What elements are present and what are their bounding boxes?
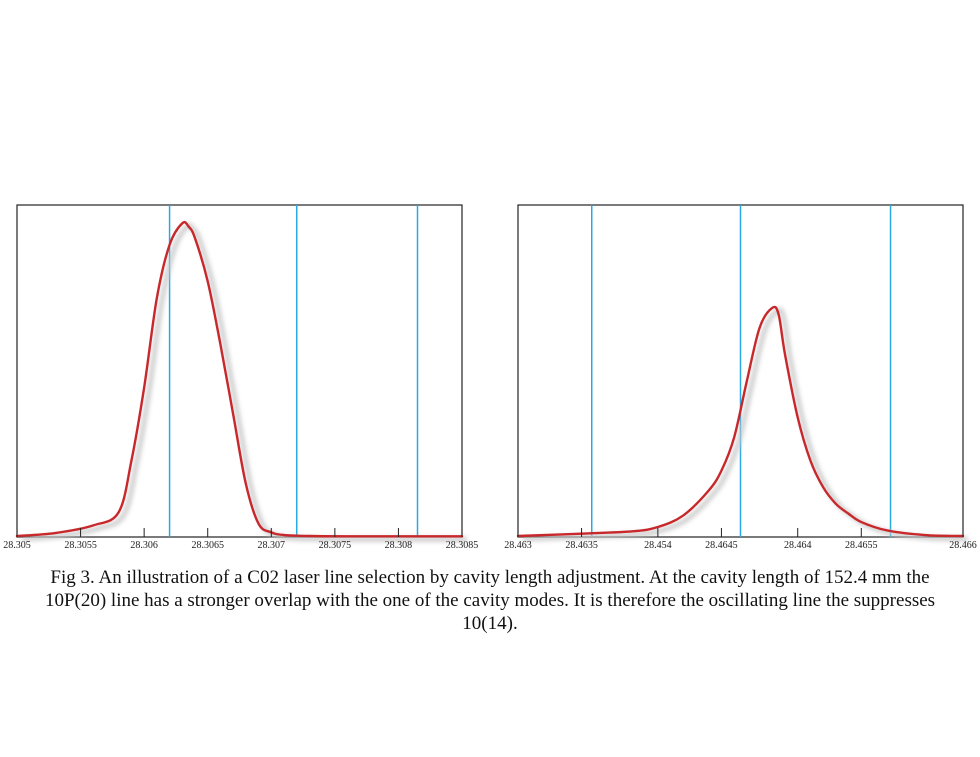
- left-plot-frame: [16, 204, 463, 538]
- x-tick-label: 28.308: [385, 540, 413, 551]
- x-tick-label: 28.307: [258, 540, 286, 551]
- x-tick-label: 28.3055: [64, 540, 97, 551]
- x-tick-label: 28.4645: [705, 540, 738, 551]
- x-tick-label: 28.454: [644, 540, 672, 551]
- x-tick-label: 28.464: [784, 540, 812, 551]
- x-tick-label: 28.3065: [191, 540, 224, 551]
- x-tick-label: 28.305: [3, 540, 31, 551]
- x-tick-label: 28.466: [949, 540, 977, 551]
- x-tick-label: 28.306: [130, 540, 158, 551]
- gain-curve-shadow: [21, 222, 467, 542]
- x-tick-label: 28.4655: [845, 540, 878, 551]
- gain-curve: [516, 305, 965, 538]
- right-chart-panel: 28.463 28.4635 28.454 28.4645 28.464 28.4655 2…: [504, 204, 977, 551]
- left-chart-panel: 28.305 28.3055 28.306 28.3065 28.307 28.3075 2…: [3, 204, 479, 551]
- x-tick-label: 28.4635: [565, 540, 598, 551]
- figure-caption: Fig 3. An illustration of a C02 laser li…: [44, 567, 936, 634]
- gain-curve: [15, 220, 464, 538]
- x-tick-label: 28.3075: [319, 540, 352, 551]
- x-tick-label: 28.3085: [446, 540, 479, 551]
- x-tick-label: 28.463: [504, 540, 532, 551]
